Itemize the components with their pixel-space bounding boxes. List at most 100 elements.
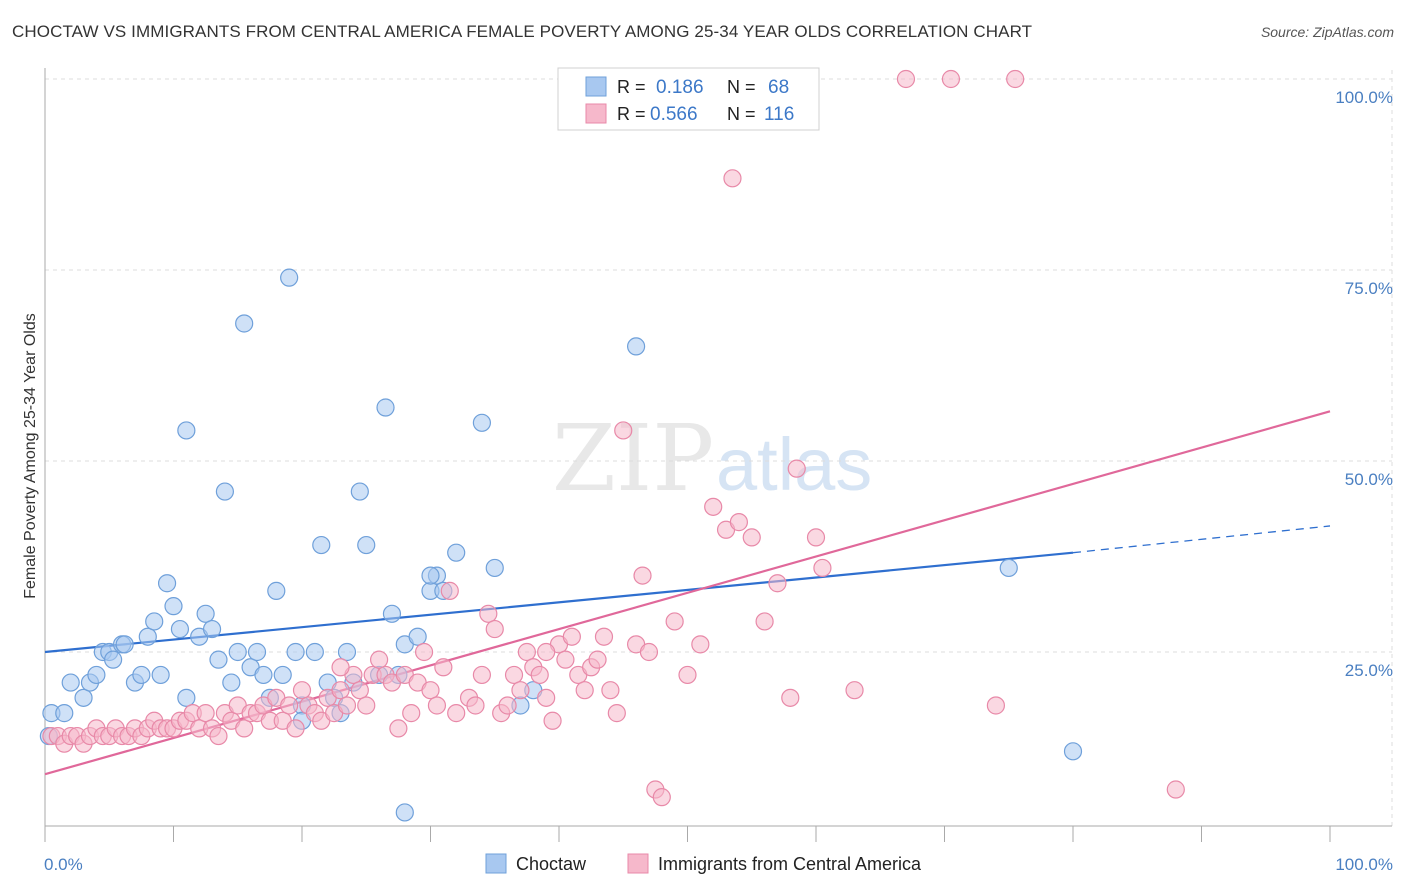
y-axis-label: Female Poverty Among 25-34 Year Olds xyxy=(22,313,39,599)
legend-r-value-2: 0.566 xyxy=(650,104,698,125)
choctaw-point xyxy=(376,398,395,417)
immigrants-point xyxy=(575,681,594,700)
immigrants-point xyxy=(787,459,806,478)
bottom-legend: Choctaw Immigrants from Central America xyxy=(485,853,922,874)
immigrants-point xyxy=(286,719,305,738)
immigrants-point xyxy=(588,650,607,669)
choctaw-point xyxy=(202,619,222,639)
immigrants-point xyxy=(511,681,530,700)
immigrants-point xyxy=(466,696,485,715)
choctaw-point xyxy=(350,482,369,501)
immigrants-point xyxy=(389,719,408,738)
immigrants-point xyxy=(402,704,421,723)
legend-n-label-1: N = xyxy=(727,77,756,97)
immigrants-point xyxy=(562,627,581,646)
bottom-legend-immigrants: Immigrants from Central America xyxy=(658,854,922,874)
choctaw-point xyxy=(138,627,157,646)
grid-lines xyxy=(45,70,1393,826)
legend-n-label-2: N = xyxy=(727,104,756,124)
choctaw-point xyxy=(177,421,196,440)
immigrants-point xyxy=(678,665,697,685)
choctaw-point xyxy=(382,604,402,623)
choctaw-point xyxy=(1063,742,1083,761)
choctaw-point xyxy=(55,704,74,723)
immigrants-point xyxy=(781,688,800,707)
legend-swatch-choctaw xyxy=(585,76,607,97)
choctaw-point xyxy=(273,665,292,685)
legend-n-value-2: 116 xyxy=(764,104,794,125)
immigrants-point xyxy=(479,604,498,623)
choctaw-point xyxy=(280,268,299,287)
immigrants-point xyxy=(845,681,864,700)
watermark-zip: ZIP xyxy=(552,405,714,512)
bottom-legend-swatch-choctaw xyxy=(485,853,507,874)
y-tick-label: 100.0% xyxy=(1335,88,1393,107)
choctaw-point xyxy=(104,650,123,669)
immigrants-point xyxy=(768,574,787,593)
immigrants-point xyxy=(607,704,626,723)
choctaw-point xyxy=(87,665,106,685)
choctaw-point xyxy=(151,665,170,685)
watermark: ZIP atlas xyxy=(552,405,872,512)
immigrants-point xyxy=(427,696,447,715)
immigrants-point xyxy=(504,665,524,685)
choctaw-point xyxy=(132,665,151,685)
immigrants-point xyxy=(414,642,434,662)
choctaw-point xyxy=(286,642,305,662)
immigrants-point xyxy=(331,681,350,700)
choctaw-point xyxy=(61,673,80,692)
immigrants-point xyxy=(235,719,254,738)
choctaw-point xyxy=(999,558,1018,578)
immigrants-point xyxy=(517,642,536,662)
immigrants-point xyxy=(594,627,614,646)
choctaw-point xyxy=(408,627,427,646)
bottom-legend-swatch-immigrants xyxy=(627,853,649,874)
choctaw-point xyxy=(337,642,357,662)
immigrants-point xyxy=(896,69,916,89)
data-points xyxy=(39,69,1185,822)
choctaw-point xyxy=(177,688,196,707)
immigrants-point xyxy=(1006,69,1025,89)
legend-n-value-1: 68 xyxy=(768,77,789,98)
immigrants-point xyxy=(691,635,710,654)
choctaw-point xyxy=(196,604,215,623)
choctaw-point xyxy=(115,635,134,654)
immigrants-point xyxy=(280,696,299,715)
choctaw-point xyxy=(215,482,234,501)
legend-swatch-immigrants xyxy=(585,103,607,124)
immigrants-point xyxy=(447,704,466,723)
choctaw-point xyxy=(626,337,646,356)
choctaw-trend-extension xyxy=(1072,525,1331,554)
immigrants-point xyxy=(652,788,671,807)
choctaw-point xyxy=(395,803,414,822)
y-tick-label: 50.0% xyxy=(1345,470,1393,489)
immigrants-point xyxy=(370,650,389,669)
legend-r-label-2: R = xyxy=(617,104,646,124)
x-tick-label: 100.0% xyxy=(1335,855,1393,874)
choctaw-point xyxy=(209,650,228,669)
immigrants-point xyxy=(434,658,453,677)
tick-labels: 100.0% 75.0% 50.0% 25.0% 0.0% 100.0% xyxy=(44,88,1393,874)
choctaw-point xyxy=(254,665,273,685)
choctaw-point xyxy=(485,558,504,578)
immigrants-point xyxy=(813,558,832,578)
immigrants-point xyxy=(704,497,723,516)
immigrants-point xyxy=(331,658,350,677)
choctaw-point xyxy=(228,642,247,662)
immigrants-point xyxy=(537,688,556,707)
bottom-legend-choctaw: Choctaw xyxy=(516,854,587,874)
immigrants-point xyxy=(742,528,761,547)
immigrants-point xyxy=(350,681,369,700)
immigrants-point xyxy=(633,566,652,585)
chart-title: CHOCTAW VS IMMIGRANTS FROM CENTRAL AMERI… xyxy=(12,22,1033,41)
choctaw-point xyxy=(170,619,190,639)
legend-r-label-1: R = xyxy=(617,77,646,97)
immigrants-point xyxy=(485,619,504,639)
immigrants-point xyxy=(1166,780,1185,799)
choctaw-point xyxy=(447,543,466,562)
immigrants-point xyxy=(755,612,774,631)
choctaw-point xyxy=(421,566,440,585)
source-label: Source: ZipAtlas.com xyxy=(1260,24,1394,40)
x-tick-label: 0.0% xyxy=(44,855,83,874)
